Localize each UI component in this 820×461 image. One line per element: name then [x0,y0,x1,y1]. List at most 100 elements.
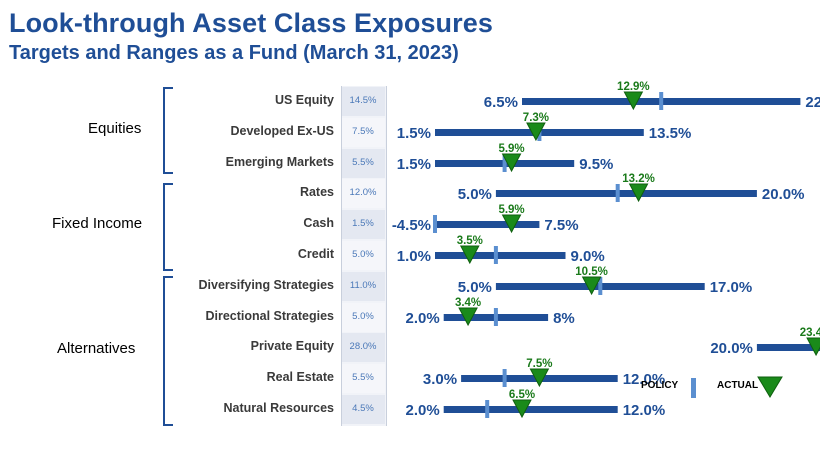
row-label-private-equity: Private Equity [250,339,334,353]
max-label-developed-ex-us: 13.5% [649,125,692,142]
policy-cell [342,241,385,270]
policy-value-diversifying-strategies: 11.0% [349,280,377,291]
min-label-diversifying-strategies: 5.0% [458,279,492,296]
actual-label-cash: 5.9% [498,204,524,216]
policy-value-credit: 5.0% [352,249,374,260]
min-label-rates: 5.0% [458,186,492,203]
policy-value-us-equity: 14.5% [349,95,377,106]
group-label-equities: Equities [88,120,142,137]
actual-marker-rates [628,183,649,203]
chart-title: Look-through Asset Class Exposures [9,8,493,38]
policy-marker-natural-resources [485,400,490,418]
policy-cell [342,395,385,424]
actual-marker-credit [459,245,480,265]
actual-marker-developed-ex-us [526,122,546,142]
policy-cell [342,149,385,178]
actual-marker-natural-resources [512,399,532,419]
actual-label-private-equity: 23.4% [800,327,820,339]
actual-label-credit: 3.5% [457,235,483,247]
legend-actual-icon [757,376,783,398]
policy-value-private-equity: 28.0% [349,341,377,352]
policy-marker-real-estate [502,369,507,387]
actual-label-developed-ex-us: 7.3% [523,112,549,124]
actual-marker-cash [501,214,522,234]
max-label-directional-strategies: 8% [553,310,575,327]
actual-label-us-equity: 12.9% [617,81,650,93]
policy-value-emerging-markets: 5.5% [352,157,374,168]
policy-cell [342,272,385,301]
policy-cell [342,364,385,393]
row-label-emerging-markets: Emerging Markets [225,155,334,169]
min-label-developed-ex-us: 1.5% [397,125,431,142]
policy-value-cash: 1.5% [352,218,374,229]
policy-cell [342,210,385,239]
actual-label-emerging-markets: 5.9% [498,143,524,155]
actual-marker-us-equity [623,91,644,111]
max-label-diversifying-strategies: 17.0% [710,279,753,296]
actual-marker-diversifying-strategies [581,276,602,296]
actual-marker-directional-strategies [458,307,478,327]
alternatives-bracket [163,276,173,426]
row-label-us-equity: US Equity [274,93,334,107]
min-label-emerging-markets: 1.5% [397,156,431,173]
policy-marker-rates [615,184,620,202]
actual-marker-private-equity [806,337,820,357]
min-label-private-equity: 20.0% [710,340,753,357]
min-label-real-estate: 3.0% [423,371,457,388]
max-label-real-estate: 12.0% [623,371,666,388]
actual-label-directional-strategies: 3.4% [455,297,481,309]
policy-value-developed-ex-us: 7.5% [352,126,374,137]
legend-policy-marker [691,378,696,398]
actual-marker-emerging-markets [501,153,522,173]
policy-cell [342,179,385,208]
policy-value-natural-resources: 4.5% [352,403,374,414]
row-label-developed-ex-us: Developed Ex-US [230,124,334,138]
min-label-cash: -4.5% [392,217,431,234]
min-label-natural-resources: 2.0% [405,402,439,419]
group-label-fixed-income: Fixed Income [52,215,143,232]
policy-marker-us-equity [659,92,664,110]
max-label-us-equity: 22.5% [805,94,820,111]
legend-policy-label: POLICY [641,380,679,391]
actual-label-diversifying-strategies: 10.5% [575,266,608,278]
fixed-income-bracket [163,183,173,271]
range-bar-natural-resources [443,406,618,413]
policy-cell [342,333,385,362]
max-label-emerging-markets: 9.5% [579,156,613,173]
legend-actual-label: ACTUAL [717,380,759,391]
row-label-cash: Cash [303,216,334,230]
range-bar-private-equity [756,344,820,351]
actual-label-rates: 13.2% [622,173,655,185]
range-bar-cash [435,221,540,228]
row-label-natural-resources: Natural Resources [223,401,334,415]
policy-marker-emerging-markets [502,154,507,172]
policy-marker-cash [433,215,437,233]
min-label-credit: 1.0% [397,248,431,265]
actual-label-natural-resources: 6.5% [509,389,535,401]
max-label-natural-resources: 12.0% [623,402,666,419]
row-label-diversifying-strategies: Diversifying Strategies [198,278,334,292]
policy-marker-diversifying-strategies [598,277,603,295]
max-label-credit: 9.0% [571,248,605,265]
equities-bracket [163,87,173,174]
chart-subtitle: Targets and Ranges as a Fund (March 31, … [9,42,459,64]
policy-cell [342,87,385,116]
min-label-directional-strategies: 2.0% [405,310,439,327]
max-label-cash: 7.5% [544,217,578,234]
max-label-rates: 20.0% [762,186,805,203]
actual-marker-real-estate [529,368,550,388]
min-label-us-equity: 6.5% [484,94,518,111]
policy-value-directional-strategies: 5.0% [352,311,374,322]
range-bar-rates [495,190,757,197]
row-label-directional-strategies: Directional Strategies [205,309,334,323]
policy-value-rates: 12.0% [349,187,377,198]
policy-cell [342,303,385,332]
range-bar-credit [435,252,566,259]
policy-marker-credit [493,246,498,264]
row-label-rates: Rates [299,185,334,199]
actual-label-real-estate: 7.5% [526,358,552,370]
policy-cell [342,118,385,147]
row-label-credit: Credit [297,247,334,261]
policy-value-real-estate: 5.5% [352,372,374,383]
